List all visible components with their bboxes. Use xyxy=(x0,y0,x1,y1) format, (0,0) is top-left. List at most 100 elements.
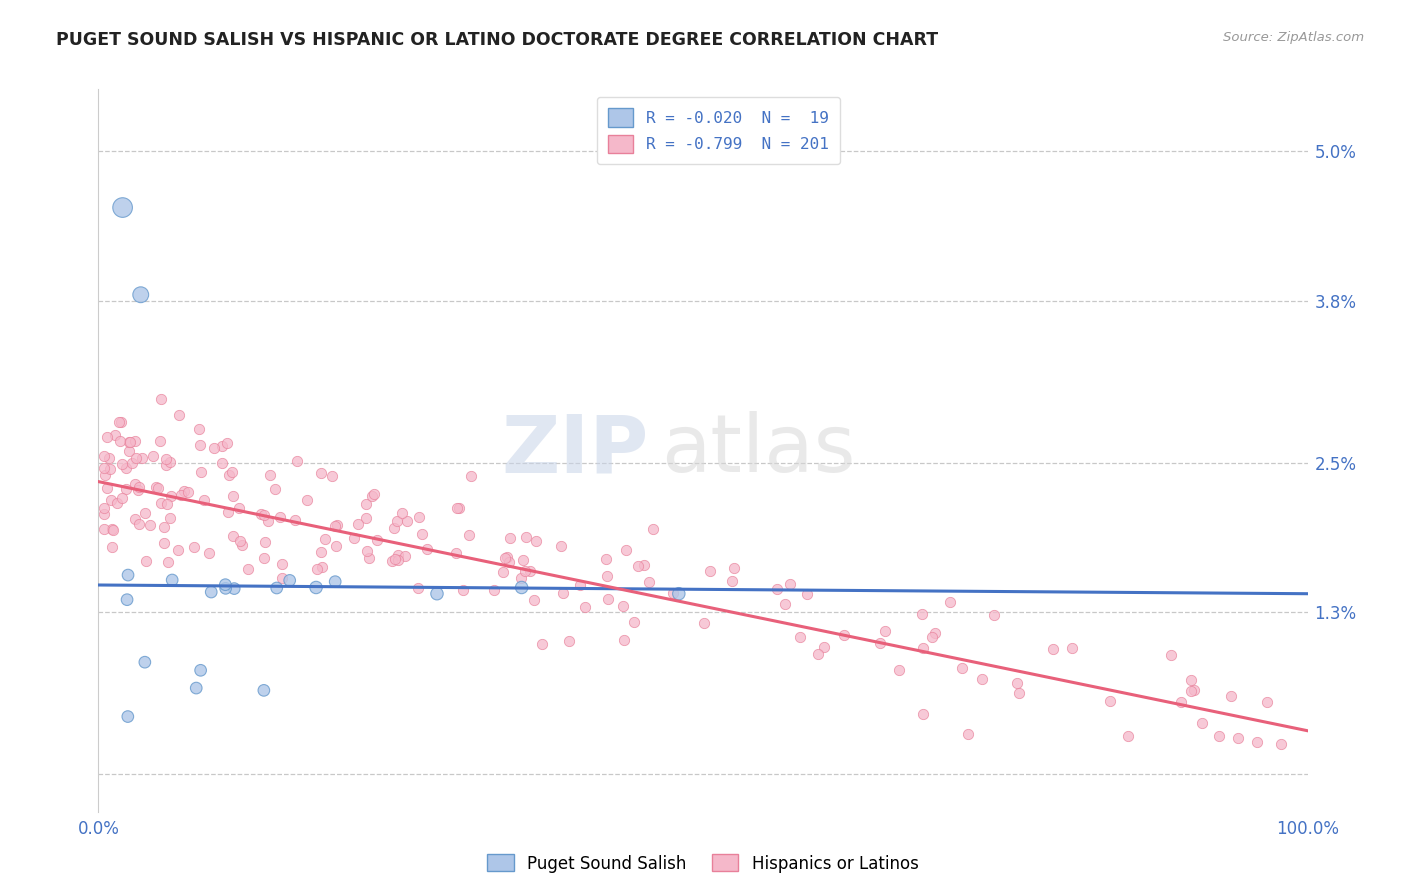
Point xyxy=(408,581,430,595)
Point xyxy=(96,481,118,495)
Point xyxy=(326,517,349,532)
Legend: Puget Sound Salish, Hispanics or Latinos: Puget Sound Salish, Hispanics or Latinos xyxy=(481,847,925,880)
Point xyxy=(1270,737,1292,751)
Point xyxy=(149,434,172,448)
Point xyxy=(1246,735,1268,749)
Point xyxy=(117,568,139,582)
Point xyxy=(363,487,385,501)
Point xyxy=(150,392,173,406)
Point xyxy=(970,672,993,686)
Point xyxy=(1180,683,1202,698)
Point xyxy=(284,513,307,527)
Point xyxy=(384,552,406,566)
Point xyxy=(266,581,288,595)
Point xyxy=(271,557,294,571)
Point xyxy=(1060,640,1083,655)
Point xyxy=(186,681,208,695)
Point xyxy=(1008,686,1031,700)
Point xyxy=(496,549,519,564)
Point xyxy=(661,586,683,600)
Point xyxy=(766,582,789,596)
Text: ZIP: ZIP xyxy=(502,411,648,490)
Point xyxy=(498,555,520,569)
Point xyxy=(124,477,146,491)
Point xyxy=(101,523,124,537)
Point xyxy=(360,489,382,503)
Legend: R = -0.020  N =  19, R = -0.799  N = 201: R = -0.020 N = 19, R = -0.799 N = 201 xyxy=(596,97,841,164)
Point xyxy=(387,549,409,563)
Point xyxy=(354,497,377,511)
Point xyxy=(387,552,409,566)
Point xyxy=(614,543,637,558)
Point xyxy=(145,480,167,494)
Point xyxy=(912,707,935,722)
Point xyxy=(153,536,176,550)
Point xyxy=(108,434,131,449)
Point xyxy=(323,519,346,533)
Point xyxy=(125,450,148,465)
Point xyxy=(202,441,225,455)
Point xyxy=(612,599,634,613)
Point xyxy=(309,466,332,480)
Point xyxy=(188,422,211,436)
Point xyxy=(155,458,177,472)
Text: atlas: atlas xyxy=(661,411,855,490)
Point xyxy=(254,535,277,549)
Point xyxy=(1170,695,1192,709)
Point xyxy=(111,458,134,472)
Point xyxy=(832,628,855,642)
Point xyxy=(183,540,205,554)
Point xyxy=(160,573,183,587)
Point xyxy=(381,554,404,568)
Point xyxy=(596,569,619,583)
Point xyxy=(129,287,152,301)
Point xyxy=(873,624,896,639)
Point xyxy=(416,541,439,556)
Point xyxy=(638,575,661,590)
Point xyxy=(789,630,811,644)
Point xyxy=(93,507,115,521)
Point xyxy=(1226,731,1249,745)
Point xyxy=(131,450,153,465)
Point xyxy=(391,506,413,520)
Point xyxy=(253,508,276,522)
Point xyxy=(394,549,416,564)
Point xyxy=(170,488,193,502)
Point xyxy=(253,551,276,566)
Point xyxy=(773,597,796,611)
Point xyxy=(515,529,537,543)
Point xyxy=(551,585,574,599)
Point xyxy=(257,514,280,528)
Point xyxy=(451,583,474,598)
Point xyxy=(311,560,333,574)
Point xyxy=(190,465,212,479)
Point xyxy=(721,574,744,588)
Point xyxy=(104,428,127,442)
Point xyxy=(558,634,581,648)
Point xyxy=(111,201,134,215)
Point xyxy=(115,592,138,607)
Point xyxy=(101,522,124,536)
Point xyxy=(271,571,294,585)
Point xyxy=(100,492,122,507)
Point xyxy=(134,655,156,669)
Point xyxy=(366,533,388,548)
Point xyxy=(911,607,934,622)
Point xyxy=(1160,648,1182,662)
Point xyxy=(595,552,617,566)
Point xyxy=(114,461,136,475)
Point xyxy=(426,587,449,601)
Point xyxy=(115,482,138,496)
Point xyxy=(221,489,243,503)
Point xyxy=(269,510,291,524)
Point xyxy=(956,727,979,741)
Point xyxy=(231,538,253,552)
Point xyxy=(1208,729,1230,743)
Point xyxy=(356,544,378,558)
Point xyxy=(460,469,482,483)
Point xyxy=(217,505,239,519)
Point xyxy=(693,616,716,631)
Point xyxy=(148,481,170,495)
Point xyxy=(222,529,245,543)
Point xyxy=(93,460,115,475)
